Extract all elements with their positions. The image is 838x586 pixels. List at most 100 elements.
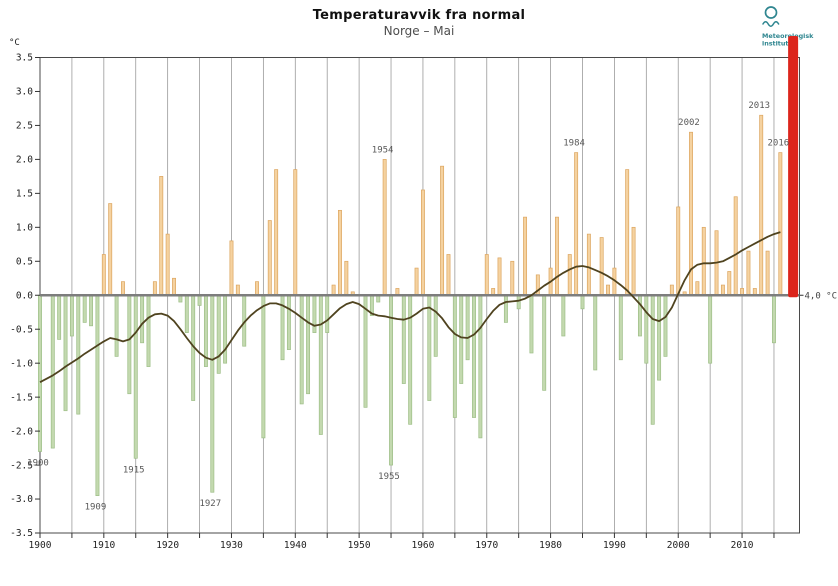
- negative-anomaly-bar: [318, 294, 323, 435]
- positive-anomaly-bar: [555, 216, 559, 296]
- positive-anomaly-bar: [746, 250, 751, 296]
- chart-subtitle: Norge – Mai: [383, 24, 455, 38]
- positive-anomaly-bar: [420, 189, 425, 296]
- positive-anomaly-bar: [669, 284, 674, 296]
- logo-text-line2: institutt: [762, 40, 792, 48]
- negative-anomaly-bar: [127, 294, 132, 395]
- negative-anomaly-bar: [503, 294, 508, 323]
- y-axis-tick-label: -1.5: [10, 392, 33, 403]
- positive-anomaly-bar: [165, 233, 170, 296]
- negative-anomaly-bar: [133, 294, 138, 459]
- negative-anomaly-bar: [299, 294, 304, 405]
- positive-anomaly-bar: [510, 260, 515, 296]
- trend-line: [39, 231, 781, 383]
- positive-anomaly-bar: [778, 152, 783, 296]
- negative-anomaly-bar: [593, 294, 598, 371]
- negative-anomaly-bar: [408, 294, 413, 425]
- negative-anomaly-bar: [465, 294, 470, 361]
- y-axis-tick-label: 0.5: [16, 256, 33, 267]
- year-annotation: 1955: [378, 472, 400, 482]
- year-annotation: 1927: [199, 499, 221, 509]
- x-axis-tick-label: 1940: [284, 540, 307, 551]
- logo-sun-icon: [764, 6, 778, 19]
- negative-anomaly-bar: [516, 294, 521, 310]
- positive-anomaly-bar: [599, 237, 604, 296]
- positive-anomaly-bar: [152, 281, 157, 296]
- positive-anomaly-bar: [765, 250, 770, 296]
- positive-anomaly-bar: [229, 240, 234, 296]
- year-annotation: 2013: [748, 101, 770, 111]
- year-annotation: 2016: [768, 139, 790, 149]
- year-annotation: 1954: [372, 145, 394, 155]
- positive-anomaly-bar: [567, 254, 572, 296]
- positive-anomaly-bar: [701, 226, 706, 296]
- negative-anomaly-bar: [50, 294, 55, 449]
- negative-anomaly-bar: [216, 294, 221, 374]
- negative-anomaly-bar: [82, 294, 87, 323]
- positive-anomaly-bar: [586, 233, 591, 296]
- negative-anomaly-bar: [644, 294, 649, 364]
- positive-anomaly-bar: [574, 152, 579, 296]
- positive-anomaly-bar: [631, 226, 636, 296]
- positive-anomaly-bar: [484, 254, 489, 296]
- negative-anomaly-bar: [708, 294, 713, 364]
- chart-title: Temperaturavvik fra normal: [312, 8, 526, 23]
- year-annotation: 1915: [123, 465, 145, 475]
- negative-anomaly-bar: [561, 294, 566, 337]
- negative-anomaly-bar: [38, 294, 42, 452]
- year-annotation: 2002: [678, 118, 700, 128]
- negative-anomaly-bar: [197, 294, 202, 306]
- positive-anomaly-bar: [255, 281, 259, 296]
- negative-anomaly-bar: [95, 294, 100, 496]
- positive-anomaly-bar: [331, 284, 336, 296]
- positive-anomaly-bar: [720, 284, 725, 296]
- x-axis-tick-label: 1990: [603, 540, 626, 551]
- x-axis-tick-label: 2000: [667, 540, 690, 551]
- y-axis-tick-label: 2.0: [16, 155, 33, 166]
- negative-anomaly-bar: [76, 294, 81, 415]
- negative-anomaly-bar: [63, 294, 68, 412]
- negative-anomaly-bar: [325, 294, 330, 333]
- y-axis-tick-label: -2.0: [10, 426, 33, 437]
- negative-anomaly-bar: [312, 294, 317, 333]
- positive-anomaly-bar: [759, 114, 764, 296]
- negative-anomaly-bar: [637, 294, 642, 337]
- offscale-bar: [788, 36, 799, 298]
- x-axis-tick-label: 1950: [348, 540, 371, 551]
- negative-anomaly-bar: [580, 294, 585, 310]
- positive-anomaly-bar: [676, 206, 681, 296]
- negative-anomaly-bar: [69, 294, 74, 337]
- positive-anomaly-bar: [101, 254, 106, 296]
- negative-anomaly-bar: [363, 294, 368, 408]
- negative-anomaly-bar: [114, 294, 119, 357]
- negative-anomaly-bar: [459, 294, 464, 384]
- positive-anomaly-bar: [727, 271, 732, 296]
- year-annotation: 1984: [563, 139, 585, 149]
- negative-anomaly-bar: [529, 294, 534, 354]
- y-axis-tick-label: -3.0: [10, 494, 33, 505]
- logo-text-line1: Meteorologisk: [762, 32, 814, 40]
- negative-anomaly-bar: [663, 294, 668, 357]
- negative-anomaly-bar: [478, 294, 483, 439]
- negative-anomaly-bar: [657, 294, 662, 381]
- negative-anomaly-bar: [542, 294, 547, 391]
- negative-anomaly-bar: [223, 294, 228, 364]
- y-axis-unit-label: °C: [9, 38, 20, 48]
- positive-anomaly-bar: [446, 254, 451, 296]
- year-annotation: 1900: [27, 458, 49, 468]
- negative-anomaly-bar: [401, 294, 406, 384]
- x-axis-tick-label: 1900: [29, 540, 52, 551]
- negative-anomaly-bar: [184, 294, 189, 333]
- y-axis-tick-label: 3.0: [16, 87, 33, 98]
- x-axis-tick-label: 1930: [220, 540, 243, 551]
- y-axis-tick-label: -1.0: [10, 358, 33, 369]
- negative-anomaly-bar: [261, 294, 266, 439]
- positive-anomaly-bar: [338, 209, 342, 296]
- y-axis-tick-label: 1.5: [16, 189, 33, 200]
- positive-anomaly-bar: [414, 267, 419, 296]
- x-axis-tick-label: 1980: [539, 540, 562, 551]
- positive-anomaly-bar: [523, 216, 528, 296]
- positive-anomaly-bar: [159, 176, 164, 296]
- y-axis-tick-label: -0.5: [10, 324, 33, 335]
